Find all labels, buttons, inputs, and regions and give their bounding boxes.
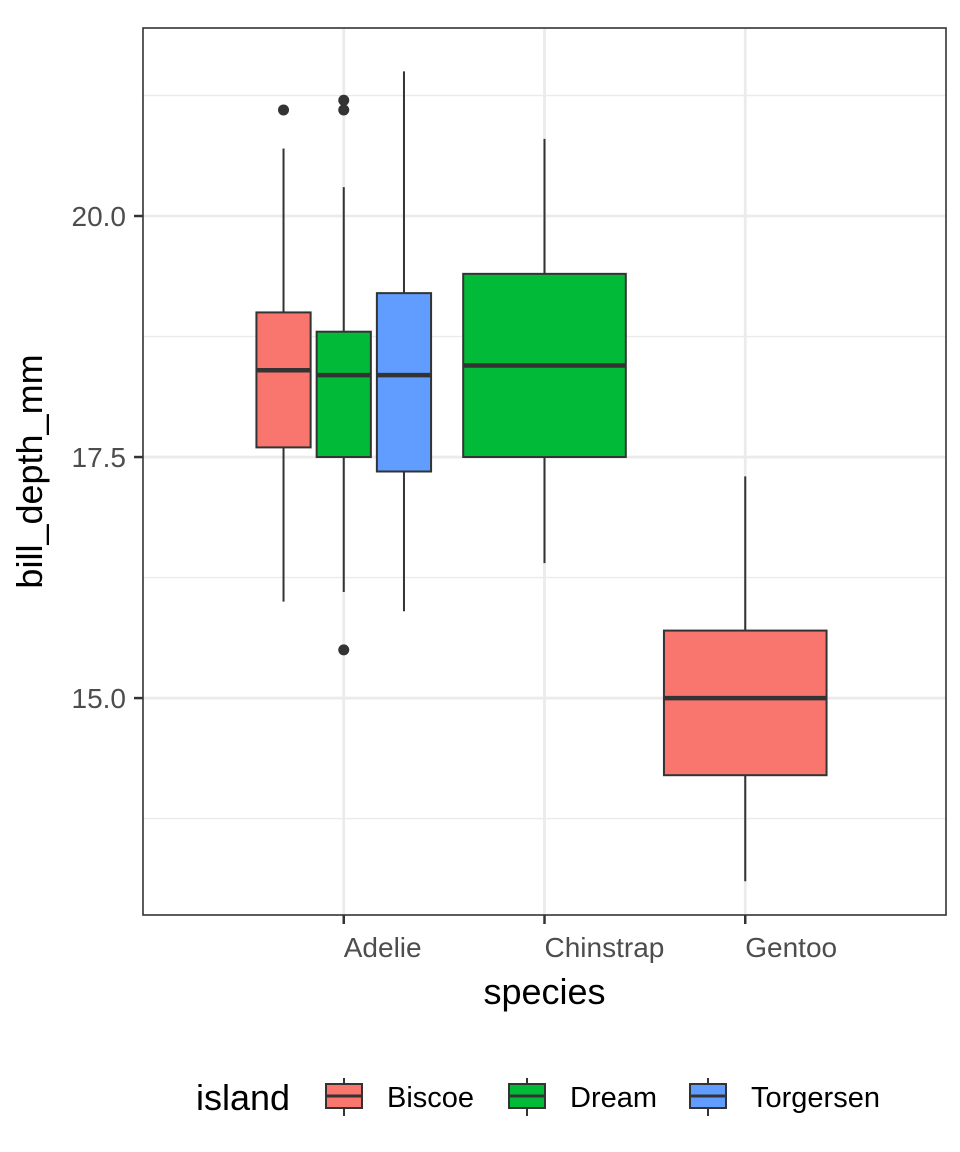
box-adelie-dream xyxy=(315,94,372,656)
legend-item-torgersen: Torgersen xyxy=(689,1078,880,1116)
y-tick-label: 15.0 xyxy=(72,683,127,714)
box-body xyxy=(662,629,828,777)
legend-item-biscoe: Biscoe xyxy=(325,1078,474,1116)
legend-title: island xyxy=(196,1077,290,1118)
x-axis-title: species xyxy=(483,971,605,1012)
axes: 15.0 17.5 20.0 Adelie Chinstrap Gentoo xyxy=(72,201,838,963)
box-layer xyxy=(255,71,828,882)
box-adelie-torgersen xyxy=(375,71,433,612)
y-tick-label: 20.0 xyxy=(72,201,127,232)
box-chinstrap-dream xyxy=(462,138,627,564)
y-axis-title: bill_depth_mm xyxy=(9,354,50,588)
legend-label: Dream xyxy=(570,1082,657,1114)
y-tick-label: 17.5 xyxy=(72,442,127,473)
legend: island Biscoe Dream Torgersen xyxy=(196,1077,880,1118)
x-tick-label: Chinstrap xyxy=(545,932,665,963)
box-adelie-biscoe xyxy=(255,104,312,602)
box-body xyxy=(315,330,372,459)
outlier-point xyxy=(278,104,290,116)
outlier-point xyxy=(338,104,350,116)
x-tick-label: Gentoo xyxy=(745,932,837,963)
legend-label: Biscoe xyxy=(387,1082,474,1114)
legend-label: Torgersen xyxy=(751,1082,880,1114)
box-gentoo-biscoe xyxy=(662,476,828,882)
box-body xyxy=(375,292,433,473)
outlier-point xyxy=(338,94,350,106)
plot-panel xyxy=(142,27,947,916)
x-tick-label: Adelie xyxy=(344,932,422,963)
outlier-point xyxy=(338,644,350,656)
box-body xyxy=(255,311,312,449)
legend-item-dream: Dream xyxy=(508,1078,657,1116)
